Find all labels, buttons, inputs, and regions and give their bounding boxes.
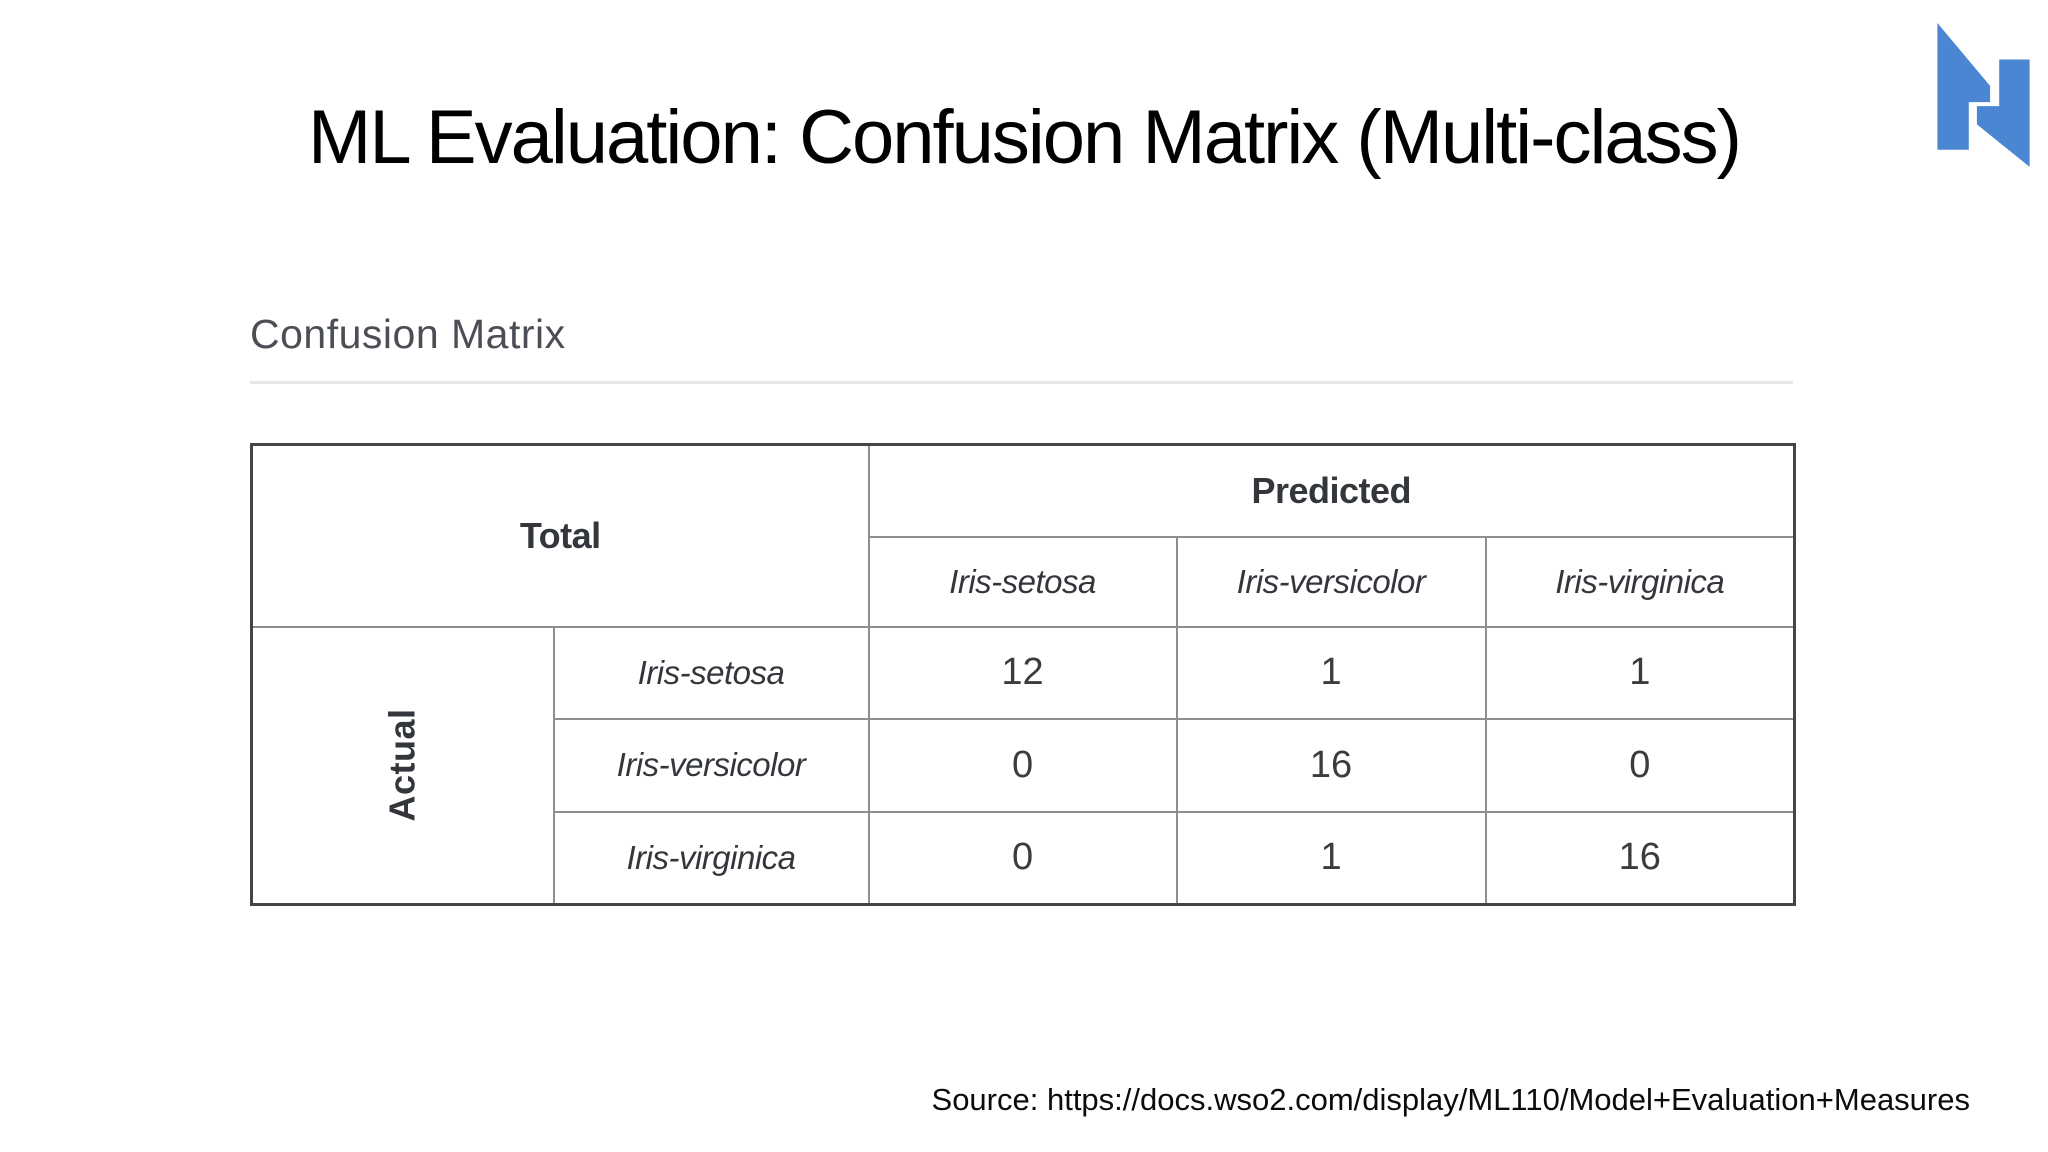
predicted-class-versicolor: Iris-versicolor <box>1175 535 1487 628</box>
matrix-cell-setosa-versicolor: 1 <box>1175 625 1487 720</box>
matrix-cell-virginica-virginica: 16 <box>1484 810 1796 906</box>
logo-right-shape <box>1976 59 2030 167</box>
matrix-cell-virginica-setosa: 0 <box>867 810 1178 906</box>
matrix-cell-versicolor-versicolor: 16 <box>1175 717 1487 813</box>
matrix-cell-versicolor-virginica: 0 <box>1484 717 1796 813</box>
matrix-cell-setosa-setosa: 12 <box>867 625 1178 720</box>
company-logo-icon <box>1937 23 2030 167</box>
total-header: Total <box>250 443 870 628</box>
actual-class-setosa: Iris-setosa <box>552 625 870 720</box>
source-note: Source: https://docs.wso2.com/display/ML… <box>931 1082 1970 1117</box>
matrix-cell-virginica-versicolor: 1 <box>1175 810 1487 906</box>
slide-title: ML Evaluation: Confusion Matrix (Multi-c… <box>308 95 1742 180</box>
actual-axis-header: Actual <box>250 625 555 906</box>
actual-class-versicolor: Iris-versicolor <box>552 717 870 813</box>
predicted-axis-header: Predicted <box>867 443 1796 538</box>
matrix-cell-setosa-virginica: 1 <box>1484 625 1796 720</box>
predicted-class-virginica: Iris-virginica <box>1484 535 1796 628</box>
actual-axis-label: Actual <box>381 708 423 822</box>
actual-class-virginica: Iris-virginica <box>552 810 870 906</box>
predicted-class-setosa: Iris-setosa <box>867 535 1178 628</box>
heading-divider <box>250 381 1793 384</box>
matrix-cell-versicolor-setosa: 0 <box>867 717 1178 813</box>
confusion-matrix-heading: Confusion Matrix <box>250 311 566 357</box>
logo-left-shape <box>1937 23 1991 150</box>
confusion-matrix-table: Total Predicted Iris-setosa Iris-versico… <box>250 443 1797 906</box>
